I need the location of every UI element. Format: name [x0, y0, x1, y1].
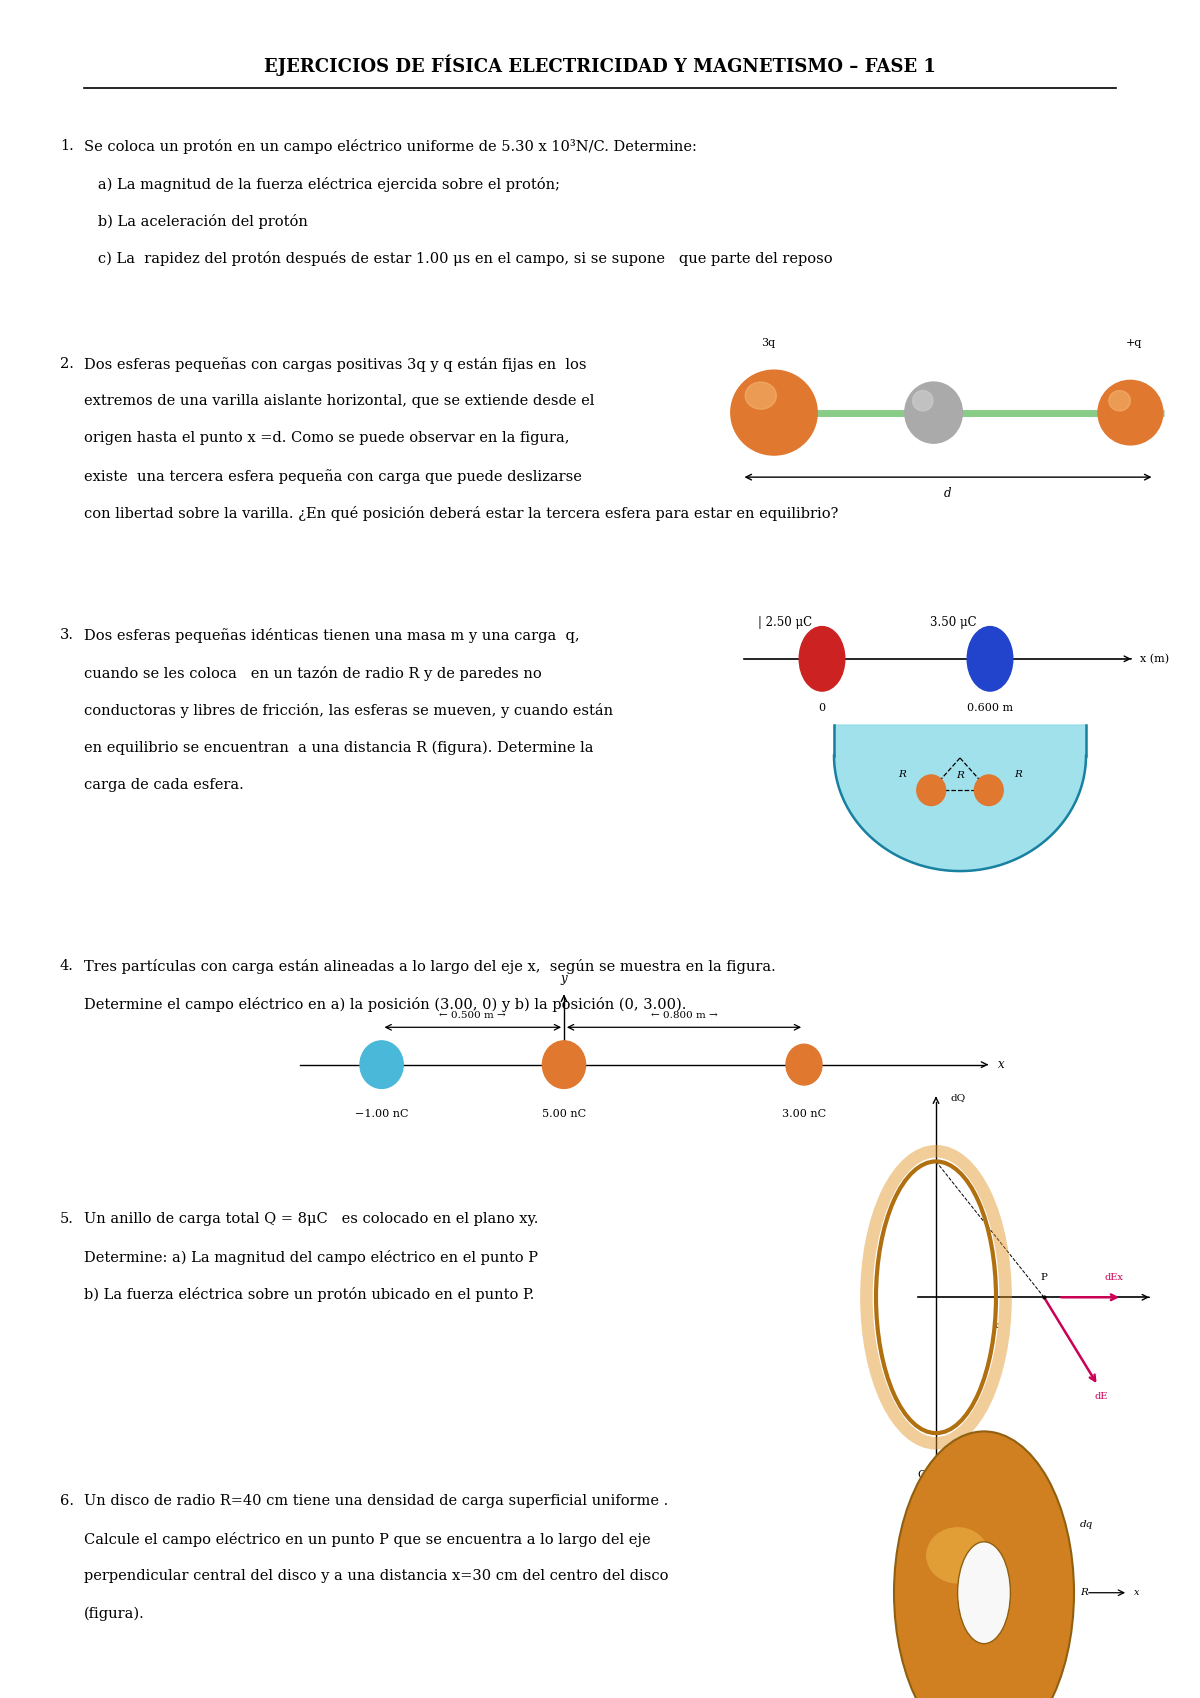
Text: 4.: 4.	[60, 959, 74, 973]
Text: x (m): x (m)	[1140, 654, 1169, 664]
Ellipse shape	[974, 774, 1003, 805]
Text: −1.00 nC: −1.00 nC	[355, 1109, 408, 1119]
Circle shape	[799, 627, 845, 691]
Text: conductoras y libres de fricción, las esferas se mueven, y cuando están: conductoras y libres de fricción, las es…	[84, 703, 613, 718]
Text: con libertad sobre la varilla. ¿En qué posición deberá estar la tercera esfera p: con libertad sobre la varilla. ¿En qué p…	[84, 506, 839, 521]
Text: −: −	[984, 652, 996, 666]
Ellipse shape	[958, 1542, 1010, 1644]
Text: d: d	[944, 487, 952, 501]
Text: carga de cada esfera.: carga de cada esfera.	[84, 778, 244, 791]
Text: Un anillo de carga total Q = 8μC   es colocado en el plano xy.: Un anillo de carga total Q = 8μC es colo…	[84, 1212, 539, 1226]
Text: 6.: 6.	[60, 1494, 74, 1508]
Text: a) La magnitud de la fuerza eléctrica ejercida sobre el protón;: a) La magnitud de la fuerza eléctrica ej…	[84, 177, 560, 192]
Text: 1.: 1.	[60, 139, 73, 153]
Text: dE: dE	[1094, 1392, 1109, 1401]
Text: R: R	[956, 771, 964, 779]
Ellipse shape	[731, 370, 817, 455]
Text: EJERCICIOS DE FÍSICA ELECTRICIDAD Y MAGNETISMO – FASE 1: EJERCICIOS DE FÍSICA ELECTRICIDAD Y MAGN…	[264, 54, 936, 76]
Text: 0.600 m: 0.600 m	[967, 703, 1013, 713]
Ellipse shape	[542, 1041, 586, 1088]
Text: 3.: 3.	[60, 628, 74, 642]
Text: 3q: 3q	[761, 338, 775, 348]
Text: dq: dq	[1080, 1520, 1093, 1530]
Text: dEx: dEx	[1104, 1274, 1123, 1282]
Text: b) La fuerza eléctrica sobre un protón ubicado en el punto P.: b) La fuerza eléctrica sobre un protón u…	[84, 1287, 534, 1302]
Ellipse shape	[1109, 391, 1130, 411]
Circle shape	[967, 627, 1013, 691]
Text: Calcule el campo eléctrico en un punto P que se encuentra a lo largo del eje: Calcule el campo eléctrico en un punto P…	[84, 1532, 650, 1547]
Text: +q: +q	[1126, 338, 1142, 348]
Text: c) La  rapidez del protón después de estar 1.00 μs en el campo, si se supone   q: c) La rapidez del protón después de esta…	[84, 251, 833, 267]
Polygon shape	[834, 725, 1086, 871]
Text: R: R	[898, 769, 906, 779]
Text: R: R	[1080, 1588, 1088, 1598]
Text: b) La aceleración del protón: b) La aceleración del protón	[84, 214, 308, 229]
Text: x: x	[994, 1321, 998, 1330]
Text: 0: 0	[818, 703, 826, 713]
Text: en equilibrio se encuentran  a una distancia R (figura). Determine la: en equilibrio se encuentran a una distan…	[84, 740, 594, 754]
Ellipse shape	[360, 1041, 403, 1088]
Ellipse shape	[913, 391, 934, 411]
Text: x: x	[1134, 1588, 1140, 1598]
Text: x: x	[998, 1058, 1006, 1071]
Text: P: P	[1040, 1274, 1048, 1282]
Text: Un disco de radio R=40 cm tiene una densidad de carga superficial uniforme .: Un disco de radio R=40 cm tiene una dens…	[84, 1494, 668, 1508]
Text: 3.00 nC: 3.00 nC	[782, 1109, 826, 1119]
Ellipse shape	[926, 1527, 989, 1584]
Text: 2.: 2.	[60, 357, 74, 370]
Text: Se coloca un protón en un campo eléctrico uniforme de 5.30 x 10³N/C. Determine:: Se coloca un protón en un campo eléctric…	[84, 139, 697, 155]
Text: Dos esferas pequeñas idénticas tienen una masa m y una carga  q,: Dos esferas pequeñas idénticas tienen un…	[84, 628, 580, 644]
Text: perpendicular central del disco y a una distancia x=30 cm del centro del disco: perpendicular central del disco y a una …	[84, 1569, 668, 1583]
Text: +: +	[816, 652, 828, 666]
Text: y: y	[560, 971, 568, 985]
Text: (figura).: (figura).	[84, 1606, 145, 1620]
Text: 5.: 5.	[60, 1212, 74, 1226]
Text: cuando se les coloca   en un tazón de radio R y de paredes no: cuando se les coloca en un tazón de radi…	[84, 666, 541, 681]
Text: Determine el campo eléctrico en a) la posición (3.00, 0) y b) la posición (0, 3.: Determine el campo eléctrico en a) la po…	[84, 997, 686, 1012]
Ellipse shape	[786, 1044, 822, 1085]
Text: ← 0.500 m →: ← 0.500 m →	[439, 1012, 506, 1020]
Text: origen hasta el punto x =d. Como se puede observar en la figura,: origen hasta el punto x =d. Como se pued…	[84, 431, 570, 445]
Ellipse shape	[905, 382, 962, 443]
Text: extremos de una varilla aislante horizontal, que se extiende desde el: extremos de una varilla aislante horizon…	[84, 394, 594, 408]
Ellipse shape	[894, 1431, 1074, 1698]
Text: dQ: dQ	[950, 1094, 966, 1102]
Text: 3.50 μC: 3.50 μC	[930, 616, 977, 630]
Text: r: r	[991, 1574, 996, 1584]
Ellipse shape	[1098, 380, 1163, 445]
Text: R: R	[1014, 769, 1022, 779]
Text: Dos esferas pequeñas con cargas positivas 3q y q están fijas en  los: Dos esferas pequeñas con cargas positiva…	[84, 357, 587, 372]
Text: Q: Q	[917, 1470, 926, 1481]
Text: | 2.50 μC: | 2.50 μC	[758, 616, 812, 630]
Ellipse shape	[917, 774, 946, 805]
Text: Determine: a) La magnitud del campo eléctrico en el punto P: Determine: a) La magnitud del campo eléc…	[84, 1250, 538, 1265]
Text: ← 0.800 m →: ← 0.800 m →	[650, 1012, 718, 1020]
Ellipse shape	[745, 382, 776, 409]
Text: Tres partículas con carga están alineadas a lo largo del eje x,  según se muestr: Tres partículas con carga están alineada…	[84, 959, 775, 975]
Text: existe  una tercera esfera pequeña con carga que puede deslizarse: existe una tercera esfera pequeña con ca…	[84, 469, 582, 484]
Text: 5.00 nC: 5.00 nC	[542, 1109, 586, 1119]
